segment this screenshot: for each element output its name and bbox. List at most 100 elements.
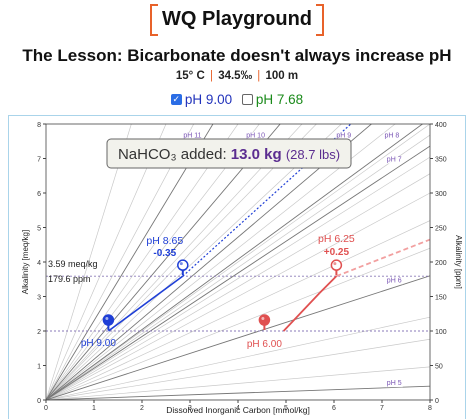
temperature-value: 15° C	[175, 70, 205, 82]
isopleth-label-bg	[385, 277, 403, 285]
x-axis-label: Dissolved Inorganic Carbon [mmol/kg]	[166, 405, 310, 415]
y-right-tick-label: 400	[435, 122, 447, 129]
lesson-title: The Lesson: Bicarbonate doesn't always i…	[22, 46, 452, 65]
y-tick-label: 6	[37, 191, 41, 198]
brand-title: WQ Playground	[162, 8, 312, 30]
salinity-value: 34.5‰	[218, 70, 253, 82]
series-segment	[107, 275, 184, 332]
toggle-label: pH 7.68	[255, 92, 304, 107]
start-marker-head	[102, 314, 115, 326]
isopleth-label-bg	[383, 132, 401, 140]
background-line	[46, 220, 430, 400]
y-tick-label: 7	[37, 157, 41, 164]
y-right-tick-label: 150	[435, 295, 447, 302]
callout-amount: 13.0 kg	[231, 146, 286, 163]
background-line	[46, 156, 430, 400]
checkbox-checked-icon[interactable]: ✓	[170, 93, 182, 105]
callout-box	[106, 138, 352, 169]
delta-label: +0.25	[324, 247, 350, 258]
toggle-ph-768[interactable]: pH 7.68	[241, 92, 304, 107]
background-line	[46, 134, 430, 400]
conditions-line: 15° C | 34.5‰ | 100 m	[0, 70, 474, 82]
isopleth-label: pH 9	[336, 133, 351, 140]
isopleth-label: pH 10	[246, 133, 265, 140]
y-right-tick-label: 200	[435, 260, 447, 267]
x-tick-label: 5	[284, 405, 288, 412]
x-tick-label: 8	[428, 405, 432, 412]
y-right-tick-label: 300	[435, 191, 447, 198]
x-tick-label: 0	[44, 405, 48, 412]
end-ph-label: pH 8.65	[146, 235, 183, 247]
start-ph-label: pH 6.00	[247, 339, 282, 350]
toggle-label: pH 9.00	[184, 92, 233, 107]
start-marker-shine	[261, 317, 265, 320]
end-marker-head	[177, 259, 189, 271]
background-line	[46, 124, 430, 400]
start-marker-shine	[105, 317, 109, 320]
delta-label: -0.35	[153, 248, 176, 259]
isopleth-line	[46, 385, 430, 400]
checkbox-unchecked-icon[interactable]	[241, 93, 253, 105]
background-line	[46, 247, 430, 400]
brand-box: WQ Playground	[150, 4, 324, 36]
background-line	[46, 124, 396, 400]
x-tick-label: 1	[92, 405, 96, 412]
start-marker	[258, 314, 271, 330]
brand-header: WQ Playground	[0, 4, 474, 36]
end-marker-shine	[179, 262, 183, 266]
isopleth-label: pH 11	[183, 133, 201, 140]
left-bracket-icon	[150, 4, 158, 36]
y-right-tick-label: 50	[435, 364, 443, 371]
series-segment	[318, 275, 338, 294]
background-line	[46, 124, 342, 400]
separator: |	[209, 70, 213, 82]
start-marker	[102, 314, 115, 330]
isopleth-line	[46, 124, 424, 400]
callout-text: NaHCO₃ added: 13.0 kg (28.7 lbs)	[118, 146, 340, 163]
isopleth-line	[46, 145, 430, 400]
series-segment	[282, 292, 321, 332]
background-line	[46, 338, 430, 400]
isopleth-label: pH 8	[384, 133, 399, 140]
background-line	[46, 124, 317, 400]
isopleth-line	[46, 124, 373, 400]
isopleth-label: pH 7	[387, 157, 402, 164]
right-bracket-icon	[316, 4, 324, 36]
y-tick-label: 3	[37, 295, 41, 302]
background-line	[46, 173, 430, 400]
reference-label-ppm: 179.6 ppm	[48, 274, 91, 284]
isopleth-label-bg	[385, 156, 403, 164]
start-ph-label: pH 9.00	[81, 338, 116, 349]
start-marker-head	[258, 314, 271, 326]
isopleth-line	[46, 124, 214, 400]
series-extension	[336, 238, 430, 277]
y-tick-label: 4	[37, 260, 41, 267]
y-tick-label: 2	[37, 329, 41, 336]
end-ph-label: pH 6.25	[318, 233, 355, 245]
y-tick-label: 0	[37, 398, 41, 405]
x-tick-label: 4	[236, 405, 240, 412]
callout-alt: (28.7 lbs)	[286, 147, 340, 162]
x-tick-label: 6	[332, 405, 336, 412]
end-marker	[330, 259, 343, 276]
depth-value: 100 m	[265, 70, 299, 82]
isopleth-label: pH 5	[387, 380, 402, 387]
toggle-ph-900[interactable]: ✓ pH 9.00	[170, 92, 233, 107]
isopleth-line	[46, 275, 430, 400]
background-line	[46, 124, 195, 400]
isopleth-label-bg	[335, 132, 353, 140]
end-marker-head	[330, 259, 343, 271]
chart-frame	[8, 115, 466, 419]
callout: NaHCO₃ added: 13.0 kg (28.7 lbs)	[106, 138, 352, 169]
y-right-tick-label: 100	[435, 329, 447, 336]
y-right-tick-label: 350	[435, 157, 447, 164]
isopleth-label-bg	[182, 132, 203, 140]
end-marker	[177, 259, 189, 276]
end-marker-shine	[333, 262, 337, 266]
separator: |	[257, 70, 261, 82]
background-line	[46, 124, 132, 400]
isopleth-label-bg	[385, 380, 403, 388]
y-tick-label: 1	[37, 364, 41, 371]
y-tick-label: 5	[37, 226, 41, 233]
